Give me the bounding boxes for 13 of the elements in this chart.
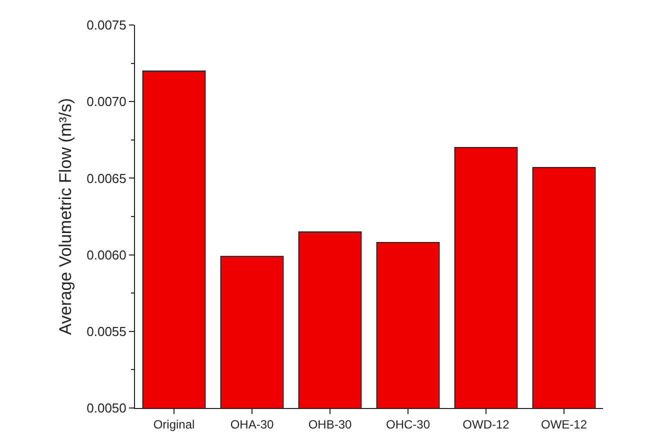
y-tick-label: 0.0060 bbox=[86, 247, 126, 262]
x-tick-label: Original bbox=[153, 417, 195, 432]
y-tick-label: 0.0065 bbox=[86, 170, 126, 186]
y-tick-label: 0.0055 bbox=[86, 324, 126, 339]
y-tick-label: 0.0075 bbox=[86, 18, 126, 33]
x-tick-label: OHC-30 bbox=[386, 417, 430, 432]
x-tick-label: OHB-30 bbox=[308, 417, 352, 432]
x-tick-label: OHA-30 bbox=[230, 417, 274, 432]
x-tick-label: OWD-12 bbox=[462, 417, 510, 432]
y-axis-title: Average Volumetric Flow (m³/s) bbox=[56, 98, 76, 335]
y-tick-label: 0.0050 bbox=[86, 400, 126, 416]
x-tick-label: OWE-12 bbox=[540, 417, 588, 432]
y-tick-label: 0.0070 bbox=[86, 94, 126, 110]
